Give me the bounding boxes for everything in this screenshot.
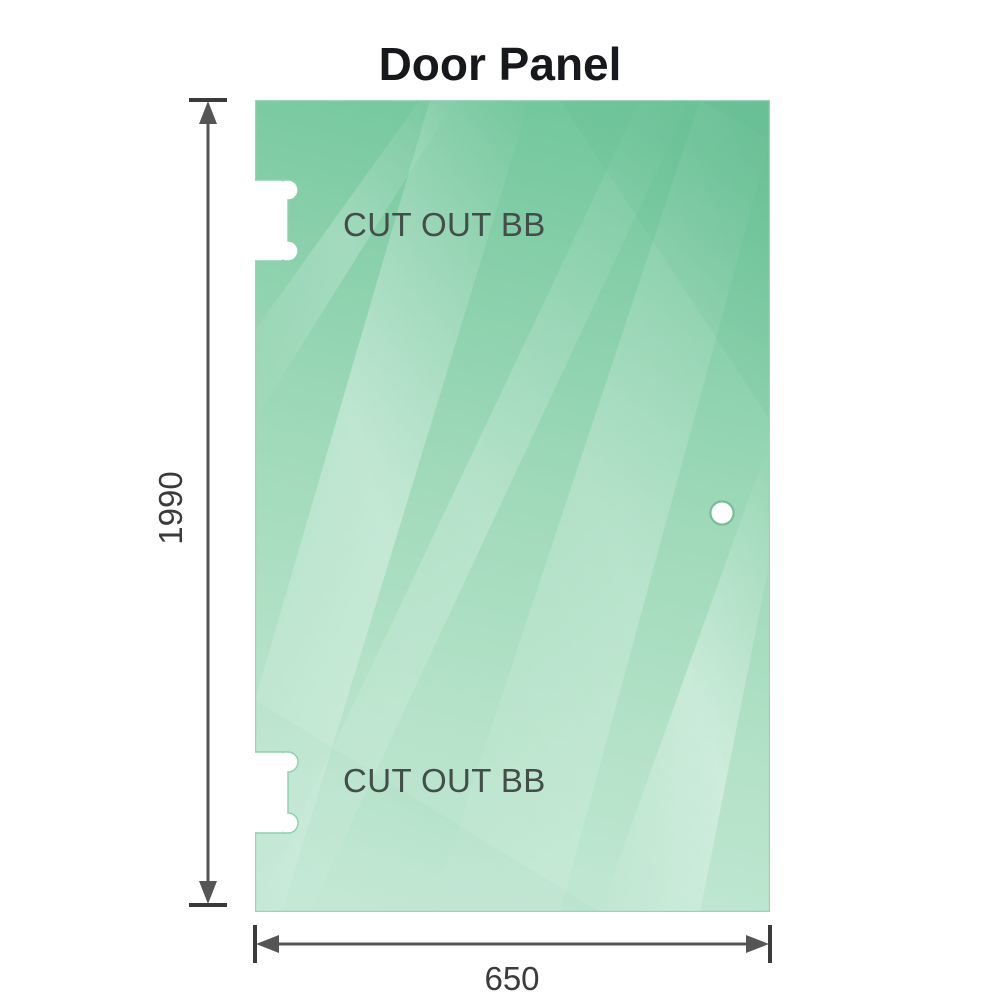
cut-out-bottom [255, 751, 299, 834]
handle-hole-icon [709, 500, 735, 526]
width-dimension-value: 650 [484, 960, 539, 997]
width-dim-arrow-left-icon [256, 935, 279, 953]
height-dim-arrow-down-icon [199, 881, 217, 904]
width-dimension: 650 [253, 925, 772, 997]
panel-edge [254, 99, 771, 913]
height-dimension-value: 1990 [152, 471, 189, 544]
glass-panel-group [254, 99, 771, 1000]
page-title: Door Panel [379, 38, 622, 90]
height-dim-arrow-up-icon [199, 101, 217, 124]
glass-shading [255, 100, 770, 912]
cut-out-top-label: CUT OUT BB [343, 206, 546, 243]
cut-out-bottom-label: CUT OUT BB [343, 762, 546, 799]
cut-out-top [255, 179, 299, 262]
width-dim-arrow-right-icon [746, 935, 769, 953]
height-dimension: 1990 [152, 98, 227, 907]
